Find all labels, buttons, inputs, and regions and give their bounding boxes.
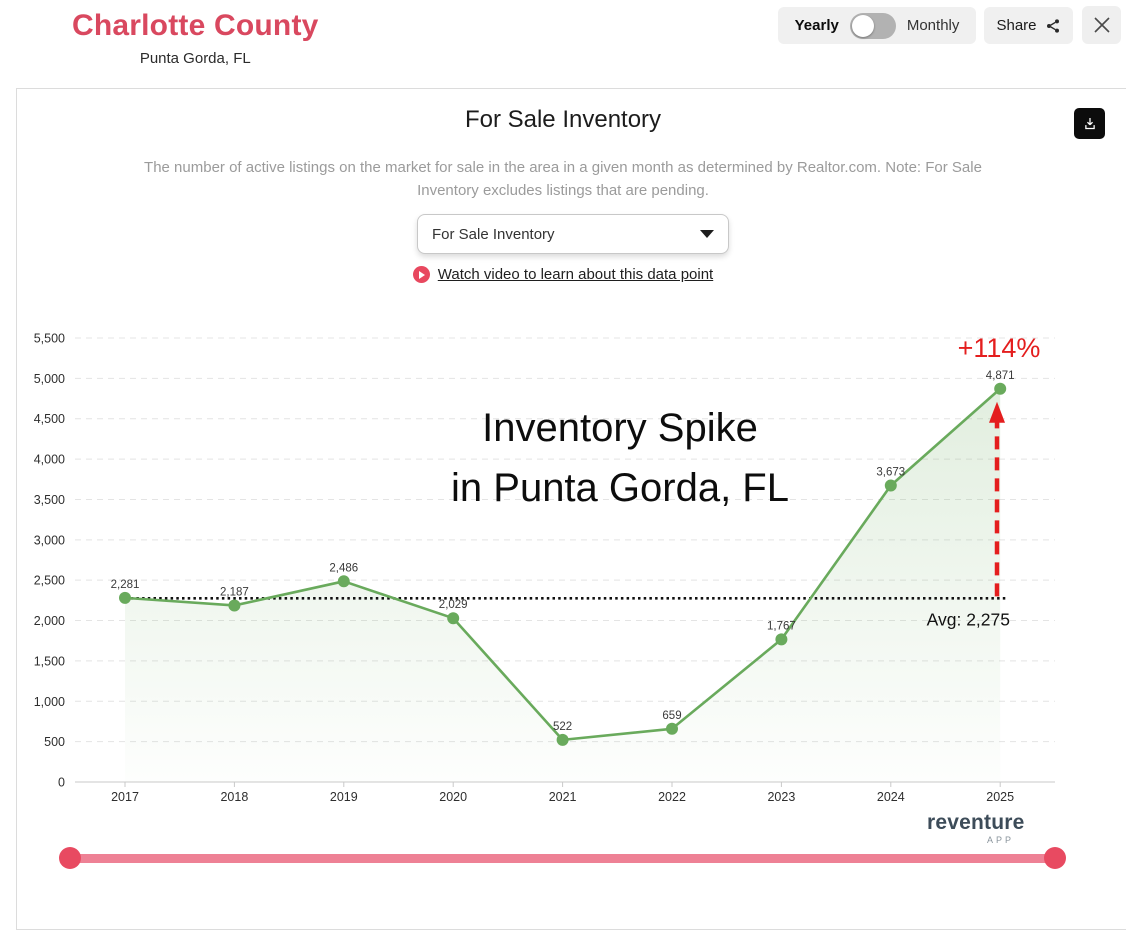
svg-text:2,500: 2,500 [34,574,65,588]
brand-wordmark: reventure [927,811,1025,834]
share-button[interactable]: Share [984,7,1073,44]
download-button[interactable] [1074,108,1105,139]
brand-app-label: APP [986,835,1014,845]
close-icon [1093,17,1110,33]
data-point-2017[interactable] [119,591,131,604]
yearly-monthly-toggle[interactable] [849,12,896,39]
svg-text:2,187: 2,187 [220,586,249,598]
svg-text:500: 500 [44,735,65,749]
data-point-2025[interactable] [994,382,1007,395]
metric-dropdown-value: For Sale Inventory [432,225,555,243]
overlay-title-line1: Inventory Spike [482,406,758,450]
toggle-knob [851,14,874,37]
svg-text:5,000: 5,000 [34,372,65,386]
svg-text:2023: 2023 [767,790,795,804]
svg-text:5,500: 5,500 [34,332,65,346]
svg-text:1,767: 1,767 [767,620,796,632]
data-point-2018[interactable] [228,599,241,612]
data-point-2024[interactable] [884,479,897,492]
video-row: Watch video to learn about this data poi… [0,266,1126,283]
svg-text:2025: 2025 [986,790,1014,804]
svg-text:4,500: 4,500 [34,412,65,426]
svg-text:522: 522 [553,721,572,733]
monthly-label: Monthly [906,17,960,34]
county-title: Charlotte County [72,9,319,42]
download-icon [1084,117,1095,129]
yearly-label: Yearly [794,17,839,34]
avg-label: Avg: 2,275 [927,609,1010,629]
svg-text:2,000: 2,000 [34,614,65,628]
svg-text:2021: 2021 [549,790,577,804]
svg-text:2020: 2020 [439,790,467,804]
svg-text:659: 659 [662,710,681,722]
share-button-label: Share [996,17,1037,34]
data-point-2023[interactable] [775,633,788,646]
svg-text:2017: 2017 [111,790,139,804]
svg-text:0: 0 [58,776,65,790]
chart-description: The number of active listings on the mar… [144,159,982,199]
city-subtitle: Punta Gorda, FL [139,50,251,67]
svg-text:1,000: 1,000 [34,695,65,709]
svg-text:3,500: 3,500 [34,493,65,507]
inventory-line-chart: 0 500 1,000 1,500 2,000 2,500 3,000 3,500 4,000 4… [34,332,1055,804]
close-button[interactable] [1082,6,1121,44]
timeline-slider-handle-start[interactable] [59,847,81,869]
svg-text:2,486: 2,486 [329,562,358,574]
reventure-logo: reventure APP [927,811,1025,846]
data-point-2022[interactable] [666,722,678,735]
location-header: Charlotte County Punta Gorda, FL [72,8,319,67]
svg-text:2,281: 2,281 [111,579,140,591]
chart-title: For Sale Inventory [464,106,662,133]
share-icon [1046,18,1059,33]
svg-text:4,000: 4,000 [34,453,65,467]
svg-text:2024: 2024 [877,790,905,804]
timeline-slider-track[interactable] [70,854,1055,863]
overlay-title-line2: in Punta Gorda, FL [451,466,789,510]
metric-dropdown[interactable]: For Sale Inventory [417,214,729,254]
svg-text:3,673: 3,673 [876,466,905,478]
data-point-2021[interactable] [556,733,569,746]
svg-text:2019: 2019 [330,790,358,804]
watch-video-link[interactable]: Watch video to learn about this data poi… [437,266,714,283]
svg-text:3,000: 3,000 [34,533,65,547]
pct-change-annotation: +114% [958,333,1041,363]
svg-text:4,871: 4,871 [986,370,1015,382]
period-toggle-group: Yearly Monthly [778,7,976,44]
svg-text:2,029: 2,029 [439,599,468,611]
svg-text:1,500: 1,500 [34,654,65,668]
play-icon [412,266,430,283]
chevron-down-icon [700,230,714,238]
svg-text:2018: 2018 [220,790,248,804]
data-point-2019[interactable] [337,575,350,588]
timeline-slider-handle-end[interactable] [1044,847,1066,869]
svg-text:2022: 2022 [658,790,686,804]
data-point-2020[interactable] [447,612,460,625]
